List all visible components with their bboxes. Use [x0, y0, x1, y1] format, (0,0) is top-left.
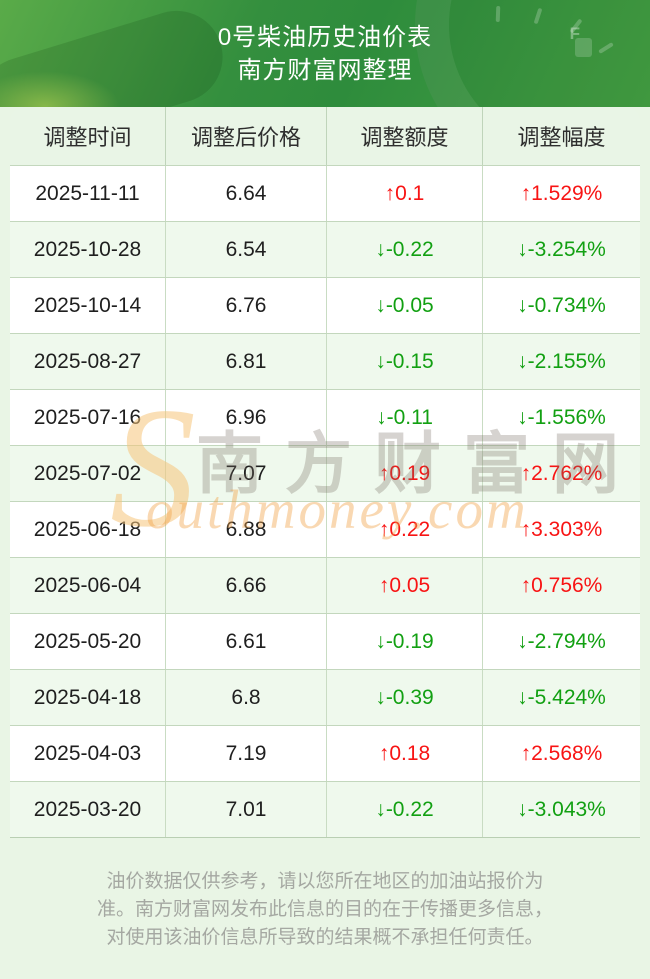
- cell-amount: ↓-0.05: [327, 278, 483, 333]
- cell-rate: ↑2.568%: [520, 741, 603, 765]
- disclaimer-line: 对使用该油价信息所导致的结果概不承担任何责任。: [106, 927, 544, 948]
- table-body: 2025-11-11 6.64 ↑0.1 ↑1.529% 2025-10-28 6.54 ↓…: [10, 165, 640, 837]
- cell-rate: ↓-0.734%: [517, 293, 606, 317]
- cell-date: 2025-11-11: [10, 166, 166, 221]
- table-row: 2025-04-18 6.8 ↓-0.39 ↓-5.424%: [10, 669, 640, 725]
- cell-amount: ↑0.1: [327, 166, 483, 221]
- cell-price: 6.64: [166, 166, 327, 221]
- table-row: 2025-07-16 6.96 ↓-0.11 ↓-1.556%: [10, 389, 640, 445]
- cell-price: 6.76: [166, 278, 327, 333]
- disclaimer: 油价数据仅供参考，请以您所在地区的加油站报价为 准。南方财富网发布此信息的目的在…: [0, 868, 650, 952]
- fuel-pump-icon: [575, 38, 592, 57]
- fuel-gauge-decoration: [415, 0, 650, 107]
- cell-price: 6.66: [166, 558, 327, 613]
- cell-date: 2025-04-03: [10, 726, 166, 781]
- cell-rate: ↑2.762%: [520, 461, 603, 485]
- cell-amount: ↓-0.39: [327, 670, 483, 725]
- table-row: 2025-03-20 7.01 ↓-0.22 ↓-3.043%: [10, 781, 640, 837]
- column-header-date: 调整时间: [10, 107, 166, 165]
- cell-date: 2025-06-04: [10, 558, 166, 613]
- table-row: 2025-11-11 6.64 ↑0.1 ↑1.529%: [10, 165, 640, 221]
- cell-amount: ↓-0.22: [327, 782, 483, 837]
- table-row: 2025-10-14 6.76 ↓-0.05 ↓-0.734%: [10, 277, 640, 333]
- disclaimer-line: 准。南方财富网发布此信息的目的在于传播更多信息，: [96, 899, 553, 920]
- page-header: F 0号柴油历史油价表 南方财富网整理: [0, 0, 650, 107]
- cell-amount: ↓-0.11: [327, 390, 483, 445]
- cell-price: 7.07: [166, 446, 327, 501]
- column-header-amount: 调整额度: [327, 107, 483, 165]
- column-header-price: 调整后价格: [166, 107, 327, 165]
- cell-rate: ↑1.529%: [520, 181, 603, 205]
- table-row: 2025-10-28 6.54 ↓-0.22 ↓-3.254%: [10, 221, 640, 277]
- cell-date: 2025-05-20: [10, 614, 166, 669]
- cell-rate: ↓-3.254%: [517, 237, 606, 261]
- cell-price: 6.96: [166, 390, 327, 445]
- cell-price: 7.01: [166, 782, 327, 837]
- cell-amount: ↑0.18: [327, 726, 483, 781]
- cell-rate: ↑3.303%: [520, 517, 603, 541]
- cell-date: 2025-03-20: [10, 782, 166, 837]
- table-row: 2025-08-27 6.81 ↓-0.15 ↓-2.155%: [10, 333, 640, 389]
- column-header-rate: 调整幅度: [517, 125, 606, 150]
- cell-amount: ↓-0.22: [327, 222, 483, 277]
- cell-amount: ↑0.05: [327, 558, 483, 613]
- cell-rate: ↓-2.794%: [517, 629, 606, 653]
- cell-price: 6.81: [166, 334, 327, 389]
- cell-date: 2025-07-02: [10, 446, 166, 501]
- cell-rate: ↓-3.043%: [517, 797, 606, 821]
- cell-rate: ↑0.756%: [520, 573, 603, 597]
- cell-rate: ↓-1.556%: [517, 405, 606, 429]
- table-row: 2025-06-04 6.66 ↑0.05 ↑0.756%: [10, 557, 640, 613]
- cell-date: 2025-10-14: [10, 278, 166, 333]
- disclaimer-line: 油价数据仅供参考，请以您所在地区的加油站报价为: [106, 871, 544, 892]
- cell-rate: ↓-2.155%: [517, 349, 606, 373]
- cell-amount: ↓-0.15: [327, 334, 483, 389]
- cell-amount: ↑0.19: [327, 446, 483, 501]
- table-row: 2025-05-20 6.61 ↓-0.19 ↓-2.794%: [10, 613, 640, 669]
- cell-date: 2025-10-28: [10, 222, 166, 277]
- cell-price: 6.88: [166, 502, 327, 557]
- table-row: 2025-07-02 7.07 ↑0.19 ↑2.762%: [10, 445, 640, 501]
- cell-price: 6.61: [166, 614, 327, 669]
- table-row: 2025-04-03 7.19 ↑0.18 ↑2.568%: [10, 725, 640, 781]
- cell-date: 2025-06-18: [10, 502, 166, 557]
- table-header-row: 调整时间 调整后价格 调整额度 调整幅度: [10, 107, 640, 165]
- price-table: 调整时间 调整后价格 调整额度 调整幅度 2025-11-11 6.64 ↑0.1 ↑…: [10, 107, 640, 838]
- cell-amount: ↓-0.19: [327, 614, 483, 669]
- gauge-f-label: F: [569, 24, 580, 43]
- cell-price: 7.19: [166, 726, 327, 781]
- cell-price: 6.54: [166, 222, 327, 277]
- page-subtitle: 南方财富网整理: [237, 57, 413, 84]
- wave-decoration: [0, 71, 120, 107]
- cell-date: 2025-04-18: [10, 670, 166, 725]
- cell-price: 6.8: [166, 670, 327, 725]
- cell-rate: ↓-5.424%: [517, 685, 606, 709]
- page-title: 0号柴油历史油价表: [217, 24, 433, 51]
- table-row: 2025-06-18 6.88 ↑0.22 ↑3.303%: [10, 501, 640, 557]
- cell-date: 2025-07-16: [10, 390, 166, 445]
- cell-date: 2025-08-27: [10, 334, 166, 389]
- cell-amount: ↑0.22: [327, 502, 483, 557]
